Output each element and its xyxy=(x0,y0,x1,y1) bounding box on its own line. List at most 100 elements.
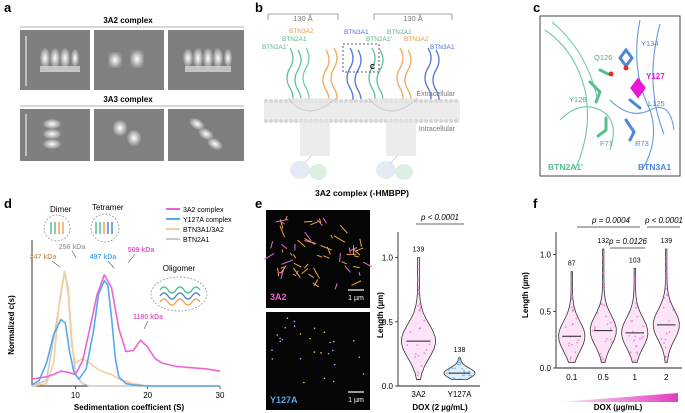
fibril xyxy=(295,270,299,275)
chain-label-btn3a2-right: BTN3A2 xyxy=(404,36,429,43)
chart-f-p3: p < 0.0001 xyxy=(644,216,683,225)
spot xyxy=(309,337,311,340)
data-point xyxy=(571,323,574,326)
spot xyxy=(333,363,336,366)
intracellular-label: Intracellular xyxy=(419,126,456,133)
data-point xyxy=(672,309,674,311)
chart-e-ylabel: Length (µm) xyxy=(376,292,385,338)
data-point xyxy=(456,363,459,365)
data-point xyxy=(629,351,632,354)
chart-e: 0.0 0.5 1.0 139 3A2 138 Y127A xyxy=(382,232,480,399)
data-point xyxy=(602,272,604,274)
chain-label-btn2a1-left: BTN2A1 xyxy=(282,36,307,43)
y-tick-label: 0.0 xyxy=(540,364,552,373)
spot xyxy=(327,352,330,355)
scale-label-e2: 1 µm xyxy=(348,397,364,404)
data-point xyxy=(459,363,462,365)
chart-f-ylabel: Length (µm) xyxy=(521,272,530,318)
fibril xyxy=(320,245,332,251)
lipid-head xyxy=(369,119,373,123)
x-tick-label: 20 xyxy=(143,391,152,400)
panel-e: e 3A2 Y127A 1 µm 1 µm 0.0 0.5 1.0 139 3A2 138… xyxy=(255,196,480,412)
chart-f: 0.0 0.5 1.0 87 0.1 132 0.5 103 1 139 2 xyxy=(540,232,682,382)
spot xyxy=(286,317,289,319)
tetramer-icon xyxy=(90,213,120,243)
fibril xyxy=(279,225,286,238)
data-point xyxy=(640,337,643,339)
lipid-head xyxy=(344,119,348,123)
class-average-row-2 xyxy=(20,109,244,161)
data-point xyxy=(664,281,667,284)
scale-label-a2: 240 Å xyxy=(9,125,18,145)
violin-Y127A xyxy=(443,357,476,381)
dim-label-left: 130 Å xyxy=(293,14,313,23)
data-point xyxy=(417,354,420,357)
legend-label: BTN2A1 xyxy=(183,237,210,244)
fibril xyxy=(281,243,288,250)
lipid-head xyxy=(294,119,298,123)
data-point xyxy=(570,292,573,295)
y-tick-label: 0.5 xyxy=(382,318,394,327)
data-point xyxy=(457,359,460,362)
fibril xyxy=(310,221,319,226)
data-point xyxy=(633,289,636,291)
data-point xyxy=(454,367,457,370)
data-point xyxy=(572,305,575,308)
membrane xyxy=(264,97,460,156)
fibril xyxy=(351,280,362,286)
y-tick-label: 0.0 xyxy=(382,382,394,391)
data-point xyxy=(665,260,667,263)
data-point xyxy=(606,323,609,326)
residue-y134: Y134 xyxy=(641,39,659,48)
fibril xyxy=(344,265,351,273)
annot-509kda: 509 kDa xyxy=(128,247,155,254)
lipid-head xyxy=(364,119,368,123)
spot xyxy=(332,349,334,352)
class-average-row-1 xyxy=(20,30,244,90)
lipid-head xyxy=(339,119,343,123)
chart-f-p2: p = 0.0126 xyxy=(608,237,648,246)
data-point xyxy=(636,306,639,308)
series-line-btn3a1-3a2 xyxy=(31,270,220,387)
fibril xyxy=(348,247,351,254)
lipid-head xyxy=(419,99,423,103)
data-point xyxy=(570,287,573,290)
fibril xyxy=(358,272,361,277)
fibril xyxy=(350,247,358,252)
data-point xyxy=(634,335,636,338)
spot xyxy=(271,358,274,360)
data-point xyxy=(635,302,638,305)
data-point xyxy=(630,320,632,322)
data-point xyxy=(416,374,419,376)
data-point xyxy=(419,303,421,306)
data-point xyxy=(609,321,612,324)
chain-label-btn3a2-left: BTN3A2 xyxy=(289,28,314,35)
scale-label-a1: 240 Å xyxy=(9,51,18,71)
lipid-head xyxy=(374,119,378,123)
spot xyxy=(320,352,322,354)
chain-label-btn2a1p-right: BTN2A1' xyxy=(366,36,392,43)
lipid-head xyxy=(434,99,438,103)
data-point xyxy=(416,344,419,346)
data-point xyxy=(605,315,607,318)
residue-y126: Y126 xyxy=(569,95,587,104)
lipid-head xyxy=(449,119,453,123)
fibril xyxy=(354,255,359,258)
fibril xyxy=(289,252,293,256)
data-point xyxy=(665,355,667,358)
annot-oligomer: Oligomer xyxy=(163,264,196,273)
data-point xyxy=(591,330,594,332)
lipid-head xyxy=(344,99,348,103)
data-point xyxy=(418,327,421,330)
x-tick-label: 2 xyxy=(664,373,669,382)
fibril xyxy=(280,266,285,279)
series-line-btn2a1 xyxy=(31,270,220,387)
data-point xyxy=(463,374,466,376)
fibril xyxy=(339,252,341,263)
data-point xyxy=(414,356,417,358)
data-point xyxy=(638,337,641,340)
data-point xyxy=(577,339,580,342)
data-point xyxy=(602,358,605,360)
data-point xyxy=(468,371,471,373)
data-point xyxy=(631,320,634,322)
